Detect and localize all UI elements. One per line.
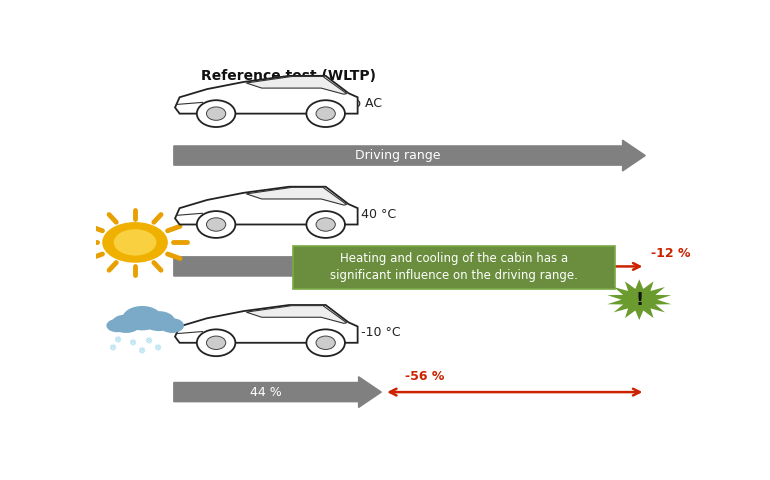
PathPatch shape bbox=[246, 187, 346, 205]
Text: At -10 °C: At -10 °C bbox=[344, 326, 400, 339]
PathPatch shape bbox=[246, 306, 346, 324]
Text: ❅: ❅ bbox=[137, 346, 145, 356]
Ellipse shape bbox=[197, 100, 236, 127]
Ellipse shape bbox=[306, 100, 345, 127]
Circle shape bbox=[114, 229, 156, 256]
Text: ❅: ❅ bbox=[144, 336, 152, 346]
Text: -12 %: -12 % bbox=[651, 247, 691, 260]
Ellipse shape bbox=[306, 329, 345, 356]
Text: ❅: ❅ bbox=[154, 343, 162, 353]
Text: Driving range: Driving range bbox=[356, 149, 441, 162]
Polygon shape bbox=[174, 140, 645, 171]
Text: No AC: No AC bbox=[344, 97, 382, 110]
Ellipse shape bbox=[206, 336, 226, 349]
Text: At 40 °C: At 40 °C bbox=[344, 208, 396, 221]
Circle shape bbox=[160, 318, 184, 333]
Circle shape bbox=[122, 306, 162, 330]
Text: !: ! bbox=[635, 291, 644, 310]
Text: ❅: ❅ bbox=[109, 344, 116, 353]
PathPatch shape bbox=[246, 76, 346, 94]
Circle shape bbox=[111, 314, 141, 333]
Text: Heating and cooling of the cabin has a
significant influence on the driving rang: Heating and cooling of the cabin has a s… bbox=[330, 252, 578, 282]
PathPatch shape bbox=[175, 187, 357, 225]
Ellipse shape bbox=[206, 218, 226, 231]
Circle shape bbox=[106, 319, 128, 332]
PathPatch shape bbox=[175, 305, 357, 343]
Text: ❅: ❅ bbox=[128, 338, 136, 348]
Polygon shape bbox=[608, 279, 671, 320]
Ellipse shape bbox=[316, 107, 335, 120]
Ellipse shape bbox=[316, 218, 335, 231]
Polygon shape bbox=[174, 251, 589, 282]
Ellipse shape bbox=[306, 211, 345, 238]
Text: 44 %: 44 % bbox=[250, 385, 282, 398]
Text: Reference test (WLTP): Reference test (WLTP) bbox=[201, 69, 376, 83]
FancyBboxPatch shape bbox=[293, 246, 615, 288]
Ellipse shape bbox=[197, 211, 236, 238]
Text: ❅: ❅ bbox=[113, 336, 121, 345]
Polygon shape bbox=[174, 377, 381, 408]
Text: 88 %: 88 % bbox=[354, 260, 386, 273]
Circle shape bbox=[102, 222, 168, 263]
Ellipse shape bbox=[316, 336, 335, 349]
Ellipse shape bbox=[206, 107, 226, 120]
PathPatch shape bbox=[175, 76, 357, 114]
Text: -56 %: -56 % bbox=[405, 370, 444, 383]
Ellipse shape bbox=[197, 329, 236, 356]
Circle shape bbox=[142, 311, 175, 331]
